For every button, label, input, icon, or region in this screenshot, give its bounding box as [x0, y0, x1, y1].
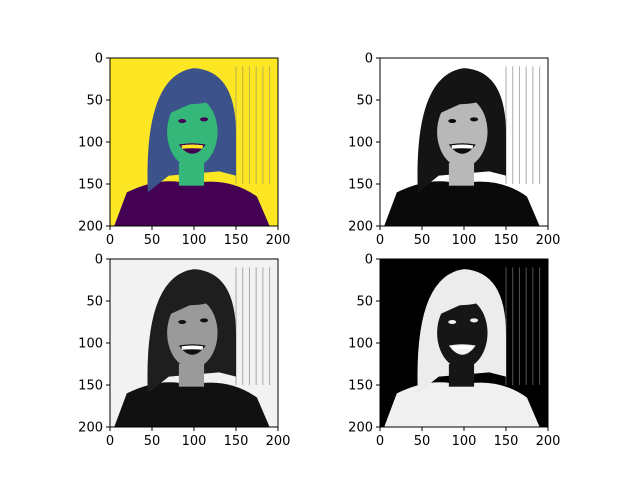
x-tick-label: 150	[224, 434, 249, 449]
y-tick-label: 100	[78, 136, 103, 151]
y-tick-label: 50	[86, 94, 103, 109]
left-eye	[448, 320, 457, 324]
teeth-shape	[451, 144, 474, 149]
y-tick-label: 150	[348, 379, 373, 394]
right-eye	[470, 318, 479, 323]
x-tick-label: 100	[452, 434, 477, 449]
right-eye	[200, 318, 209, 323]
x-tick-label: 0	[106, 434, 114, 449]
y-tick-label: 150	[78, 178, 103, 193]
x-tick-label: 0	[106, 233, 114, 248]
y-tick-label: 150	[348, 178, 373, 193]
body-shape	[114, 382, 270, 427]
y-tick-label: 200	[348, 421, 373, 436]
right-eye	[200, 117, 209, 122]
left-eye	[178, 320, 187, 324]
y-tick-label: 0	[95, 52, 103, 67]
teeth-shape	[181, 345, 204, 350]
face-shape	[167, 297, 218, 369]
x-tick-label: 150	[494, 434, 519, 449]
neck-shape	[178, 364, 205, 387]
image-panel-2	[380, 58, 548, 226]
y-tick-label: 150	[78, 379, 103, 394]
y-tick-label: 100	[348, 337, 373, 352]
neck-shape	[448, 364, 475, 387]
fringe-shape	[432, 93, 490, 117]
x-tick-label: 50	[414, 233, 431, 248]
x-tick-label: 0	[376, 233, 384, 248]
left-eye	[448, 119, 457, 123]
teeth-shape	[451, 345, 474, 350]
body-shape	[384, 382, 540, 427]
x-tick-label: 100	[182, 434, 207, 449]
y-tick-label: 50	[86, 295, 103, 310]
x-tick-label: 150	[494, 233, 519, 248]
y-tick-label: 200	[78, 220, 103, 235]
x-tick-label: 200	[536, 434, 561, 449]
x-tick-label: 200	[266, 233, 291, 248]
teeth-shape	[181, 144, 204, 149]
x-tick-label: 50	[144, 233, 161, 248]
y-tick-label: 100	[348, 136, 373, 151]
image-panel-1	[110, 58, 278, 226]
y-tick-label: 200	[348, 220, 373, 235]
left-eye	[178, 119, 187, 123]
fringe-shape	[432, 294, 490, 318]
body-shape	[384, 181, 540, 226]
x-tick-label: 200	[536, 233, 561, 248]
y-tick-label: 0	[95, 253, 103, 268]
y-tick-label: 50	[356, 94, 373, 109]
y-tick-label: 200	[78, 421, 103, 436]
face-shape	[437, 96, 488, 168]
neck-shape	[178, 163, 205, 186]
x-tick-label: 150	[224, 233, 249, 248]
x-tick-label: 100	[182, 233, 207, 248]
y-tick-label: 0	[365, 253, 373, 268]
image-panel-3	[110, 259, 278, 427]
x-tick-label: 50	[414, 434, 431, 449]
fringe-shape	[162, 294, 220, 318]
fringe-shape	[162, 93, 220, 117]
x-tick-label: 0	[376, 434, 384, 449]
y-tick-label: 50	[356, 295, 373, 310]
x-tick-label: 200	[266, 434, 291, 449]
y-tick-label: 100	[78, 337, 103, 352]
x-tick-label: 50	[144, 434, 161, 449]
image-panel-4	[380, 259, 548, 427]
y-tick-label: 0	[365, 52, 373, 67]
face-shape	[437, 297, 488, 369]
neck-shape	[448, 163, 475, 186]
body-shape	[114, 181, 270, 226]
x-tick-label: 100	[452, 233, 477, 248]
right-eye	[470, 117, 479, 122]
face-shape	[167, 96, 218, 168]
